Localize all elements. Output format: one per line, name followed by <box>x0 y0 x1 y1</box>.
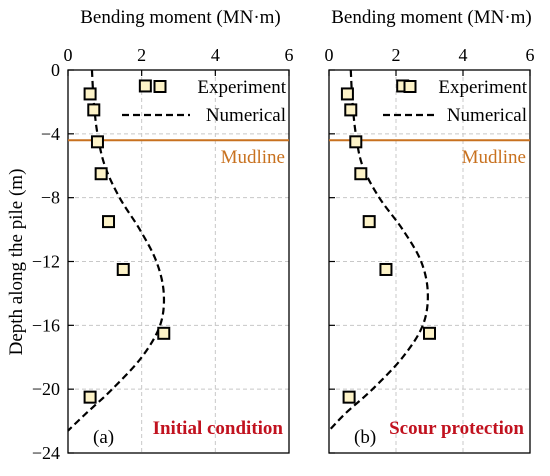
panel-a-y-tick-label: −20 <box>32 379 60 399</box>
panel-b-numerical-line <box>328 69 429 432</box>
panel-a-mudline-label: Mudline <box>221 147 285 168</box>
panel-b-label: (b) <box>354 427 376 448</box>
panel-a-experiment-point <box>94 167 108 181</box>
panel-a-experiment-point <box>157 326 171 340</box>
panel-a-x-tick-label: 0 <box>64 45 73 65</box>
panel-a-experiment-point <box>83 87 97 101</box>
panel-a-x-tick-label: 4 <box>211 45 220 65</box>
panel-a-y-tick-label: −12 <box>32 252 60 272</box>
panel-a-frame <box>67 69 290 454</box>
panel-b-experiment-point <box>423 326 436 340</box>
panel-b-legend-experiment-label: Experiment <box>438 77 527 98</box>
panel-a-experiment-point <box>83 390 97 404</box>
panel-b-x-tick-label: 4 <box>459 45 468 65</box>
panel-a-legend-numerical-label: Numerical <box>206 105 286 126</box>
panel-a-experiment-point <box>87 103 101 117</box>
panel-a-experiment-point <box>102 215 116 229</box>
panel-a-x-tick-label: 6 <box>285 45 294 65</box>
panel-b-x-axis-title: Bending moment (MN·m) <box>331 7 532 28</box>
panel-b-legend-numerical-label: Numerical <box>447 105 527 126</box>
panel-b-x-tick-label: 0 <box>325 45 334 65</box>
panel-a-y-tick-label: −24 <box>32 443 60 463</box>
y-axis-title: Depth along the pile (m) <box>6 169 27 356</box>
panel-a-x-tick-label: 2 <box>137 45 146 65</box>
panel-b-x-tick-label: 2 <box>392 45 401 65</box>
panel-a-y-tick-label: −8 <box>41 188 60 208</box>
panel-a-legend-experiment-label: Experiment <box>197 77 286 98</box>
panel-b-condition-label: Scour protection <box>389 418 524 439</box>
panel-a-x-axis-title: Bending moment (MN·m) <box>80 7 281 28</box>
panel-b-legend-experiment-marker <box>403 80 417 93</box>
panel-a-legend-experiment-marker <box>153 80 167 93</box>
panel-b-experiment-point <box>379 262 393 276</box>
panel-a-experiment-point <box>90 135 104 149</box>
panel-b-experiment-point <box>340 87 354 101</box>
panel-a-experiment-point <box>138 79 152 93</box>
panel-b-experiment-point <box>362 215 376 229</box>
panel-a-condition-label: Initial condition <box>153 418 284 439</box>
panel-a-numerical-line <box>67 69 166 432</box>
panel-a-y-tick-label: 0 <box>51 60 60 80</box>
panel-b-experiment-point <box>354 167 368 181</box>
panel-b-x-tick-label: 6 <box>526 45 535 65</box>
panel-a-y-tick-label: −16 <box>32 315 60 335</box>
panel-a-y-tick-label: −4 <box>41 124 60 144</box>
panel-a-label: (a) <box>93 427 114 448</box>
panel-b-experiment-point <box>349 135 363 149</box>
panel-b-experiment-point <box>344 103 358 117</box>
panel-b-mudline-label: Mudline <box>462 147 526 168</box>
panel-a-experiment-point <box>116 262 130 276</box>
panel-b-experiment-point <box>342 390 356 404</box>
